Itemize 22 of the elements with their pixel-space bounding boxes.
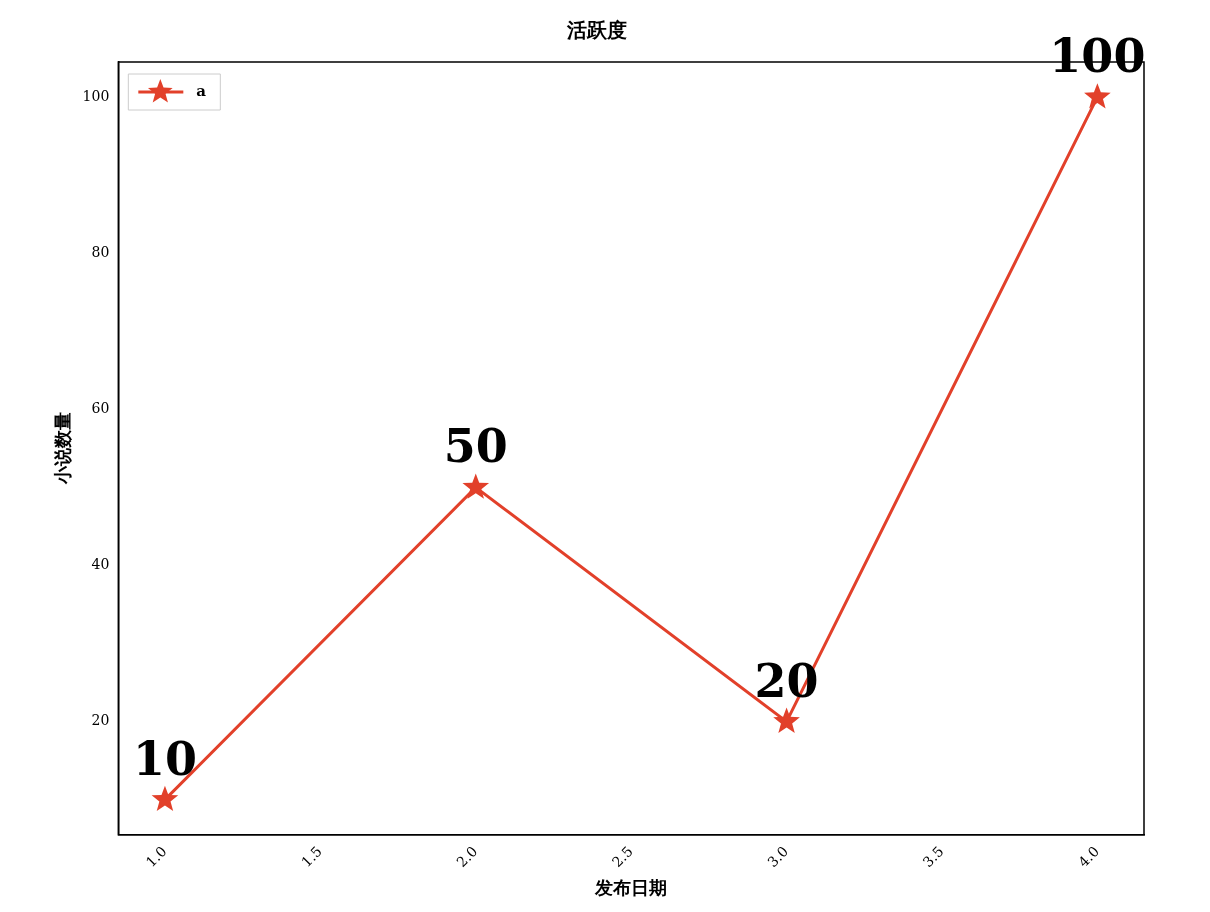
- x-tick-label: 3.5: [919, 843, 947, 871]
- point: [151, 785, 179, 811]
- y-tick-label: 80: [91, 243, 110, 260]
- x-tick-label: 4.0: [1075, 843, 1103, 871]
- x-axis-title: 发布日期: [594, 876, 668, 898]
- data-label: 10: [132, 731, 197, 786]
- y-tick-label: 60: [91, 400, 110, 416]
- y-tick-label: 100: [82, 87, 110, 104]
- point: [773, 707, 800, 733]
- legend-label: a: [196, 81, 207, 100]
- data-label: 50: [443, 419, 508, 474]
- y-axis-title: 小说数量: [52, 412, 74, 486]
- x-tick-label: 1.5: [297, 843, 326, 871]
- x-tick-label: 3.0: [764, 843, 792, 871]
- x-tick-label: 1.0: [142, 843, 170, 871]
- x-tick-label: 2.0: [453, 843, 481, 871]
- chart-title: 活跃度: [566, 18, 627, 43]
- point: [1084, 83, 1111, 109]
- point: [462, 473, 490, 499]
- y-tick-label: 20: [91, 712, 110, 729]
- y-tick-label: 40: [91, 556, 110, 573]
- x-tick-label: 2.5: [608, 843, 636, 871]
